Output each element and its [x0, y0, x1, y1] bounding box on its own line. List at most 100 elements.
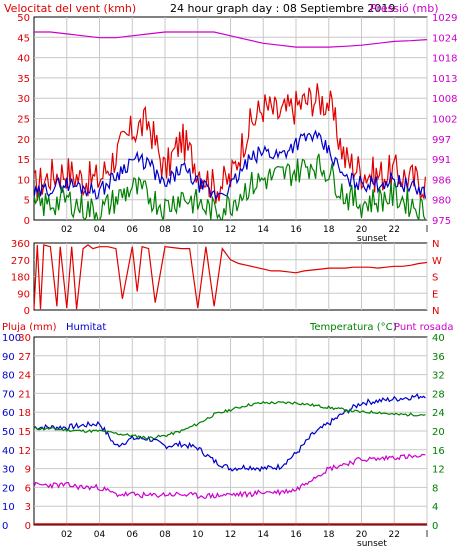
compass-tick-label: N	[432, 239, 439, 250]
series-direction-line	[33, 244, 428, 310]
humidity-axis-ticks: 0 10 20 30 40 50 60 70 80 90 100	[2, 333, 21, 532]
x-tick-label: 22	[389, 530, 400, 540]
wind-tick-label: 35	[17, 74, 30, 85]
x-tick-label: 12	[225, 225, 236, 235]
x-tick-label: 06	[127, 530, 139, 540]
pressure-axis-title: Pressió (mb)	[370, 2, 439, 15]
temperature-axis-ticks: 0 4 8 12 16 20 24 28 32 36 40	[432, 333, 445, 532]
x-tick-label: 04	[94, 530, 106, 540]
wind-axis-title: Velocitat del vent (kmh)	[4, 2, 136, 15]
x-tick-label: 18	[323, 225, 335, 235]
pressure-tick-label: 997	[432, 135, 451, 146]
compass-tick-label: N	[432, 306, 439, 317]
compass-tick-label: W	[432, 256, 442, 267]
rain-tick-label: 30	[18, 333, 31, 344]
x-tick-label: 08	[159, 225, 171, 235]
rain-tick-label: 18	[18, 408, 31, 419]
humidity-tick-label: 80	[2, 371, 15, 382]
wind-tick-label: 20	[17, 135, 30, 146]
pressure-tick-label: 1013	[432, 74, 457, 85]
pressure-tick-label: 1008	[432, 94, 457, 105]
humidity-tick-label: 90	[2, 352, 15, 363]
wind-sunset-label: sunset	[357, 234, 387, 244]
wind-time-ticks: 02 04 06 08 10 12 14 16 18 20 22 l	[61, 225, 428, 235]
pressure-tick-label: 1002	[432, 115, 457, 126]
humidity-tick-label: 10	[2, 502, 15, 513]
pressure-tick-label: 980	[432, 196, 451, 207]
pressure-tick-label: 975	[432, 216, 451, 227]
rain-tick-label: 24	[18, 371, 31, 382]
x-tick-label: 22	[389, 225, 400, 235]
direction-series	[33, 244, 428, 310]
wind-tick-label: 15	[17, 155, 30, 166]
series-temperature-line	[33, 400, 426, 440]
rain-tick-label: 27	[18, 352, 31, 363]
x-tick-label: 16	[290, 530, 302, 540]
pressure-tick-label: 1018	[432, 54, 457, 65]
x-tick-label: 14	[258, 225, 270, 235]
rain-axis-ticks: 0 3 6 9 12 15 18 21 24 27 30	[18, 333, 31, 532]
x-tick-label: 10	[192, 225, 204, 235]
rain-tick-label: 12	[18, 446, 31, 457]
x-tick-label: 02	[61, 530, 72, 540]
wind-tick-label: 45	[17, 33, 30, 44]
temperature-tick-label: 28	[432, 389, 445, 400]
temperature-tick-label: 4	[432, 502, 438, 513]
series-low-line	[33, 153, 426, 221]
x-tick-label: 06	[127, 225, 139, 235]
temperature-axis-title: Temperatura (°C)	[309, 322, 397, 333]
pressure-axis-ticks: 975 980 986 991 997 1002 1008 1013 1018 1024 1029	[432, 13, 457, 227]
humidity-time-ticks: 02 04 06 08 10 12 14 16 18 20 22 l	[61, 530, 428, 540]
humidity-sunset-label: sunset	[357, 539, 387, 549]
humidity-axis-title: Humitat	[66, 322, 106, 333]
rain-tick-label: 21	[18, 389, 31, 400]
temperature-tick-label: 36	[432, 352, 445, 363]
direction-tick-label: 270	[11, 256, 30, 267]
x-tick-label: 08	[159, 530, 171, 540]
temperature-tick-label: 8	[432, 483, 438, 494]
pressure-tick-label: 991	[432, 155, 451, 166]
wind-pressure-series	[33, 31, 428, 221]
wind-axis-ticks: 0 5 10 15 20 25 30 35 40 45 50	[17, 13, 30, 227]
rain-tick-label: 0	[25, 521, 31, 532]
x-tick-label: 20	[356, 530, 368, 540]
wind-tick-label: 10	[17, 175, 30, 186]
rain-tick-label: 3	[25, 502, 31, 513]
rain-tick-label: 15	[18, 427, 31, 438]
humidity-tick-label: 20	[2, 483, 15, 494]
series-humidity-line	[33, 393, 426, 473]
humidity-tick-label: 30	[2, 465, 15, 476]
pressure-tick-label: 1024	[432, 33, 457, 44]
temperature-tick-label: 32	[432, 371, 445, 382]
temperature-tick-label: 40	[432, 333, 445, 344]
direction-tick-label: 360	[11, 239, 30, 250]
humidity-tick-label: 50	[2, 427, 15, 438]
rain-axis-title: Pluja (mm)	[2, 322, 57, 333]
pressure-tick-label: 1029	[432, 13, 457, 24]
humidity-tick-label: 70	[2, 389, 15, 400]
direction-tick-label: 90	[17, 289, 30, 300]
graph-day-title: 24 hour graph day : 08 Septiembre 2019	[170, 2, 395, 15]
wind-tick-label: 5	[24, 196, 30, 207]
series-dewpoint-line	[33, 453, 426, 500]
wind-tick-label: 25	[17, 115, 30, 126]
x-tick-label: 20	[356, 225, 368, 235]
x-tick-label: 16	[290, 225, 302, 235]
humidity-tick-label: 60	[2, 408, 15, 419]
humidity-temperature-series	[33, 393, 427, 525]
humidity-tick-label: 100	[2, 333, 21, 344]
wind-tick-label: 30	[17, 94, 30, 105]
series-pressure-line	[34, 31, 428, 48]
series-gust-line	[33, 83, 426, 204]
series-avg-line	[33, 129, 426, 200]
x-tick-label: l	[426, 530, 429, 540]
x-tick-label: 02	[61, 225, 72, 235]
x-tick-label: 14	[258, 530, 270, 540]
wind-tick-label: 0	[24, 216, 30, 227]
direction-tick-label: 180	[11, 273, 30, 284]
wind-tick-label: 40	[17, 54, 30, 65]
temperature-tick-label: 16	[432, 446, 445, 457]
